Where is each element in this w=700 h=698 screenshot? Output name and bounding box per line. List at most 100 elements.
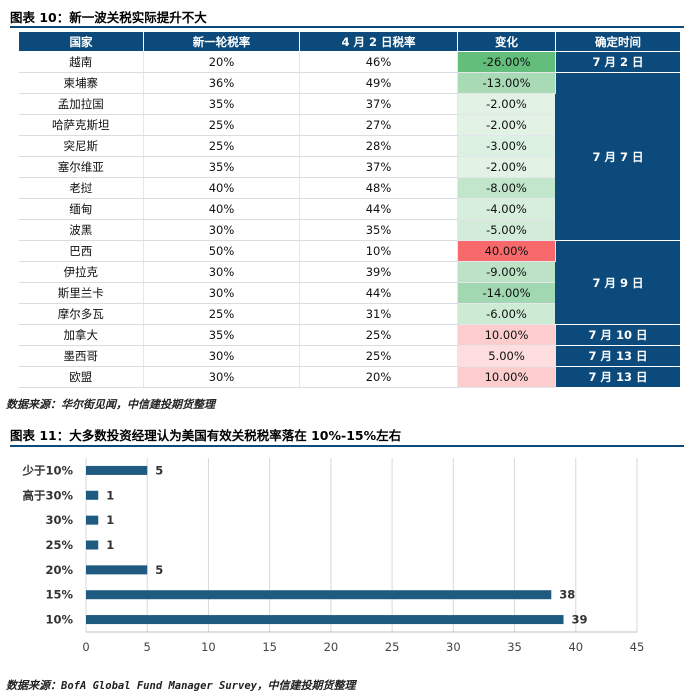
- country-cell: 塞尔维亚: [18, 156, 144, 178]
- bar: [86, 540, 99, 550]
- country-cell: 老挝: [18, 177, 144, 199]
- category-label: 20%: [45, 563, 73, 577]
- apr2-rate-cell: 37%: [299, 93, 458, 115]
- table-row: 波黑 30% 35% -5.00%: [18, 219, 681, 241]
- change-cell: -4.00%: [457, 198, 556, 220]
- change-cell: 10.00%: [457, 324, 556, 346]
- change-cell: -2.00%: [457, 114, 556, 136]
- x-tick-label: 15: [262, 640, 277, 654]
- x-tick-label: 35: [507, 640, 522, 654]
- figure10-source: 数据来源：华尔街见闻，中信建投期货整理: [6, 398, 215, 411]
- bar: [86, 490, 99, 500]
- bar: [86, 615, 564, 625]
- new-rate-cell: 36%: [143, 72, 300, 94]
- data-label: 38: [559, 588, 575, 602]
- column-header-country: 国家: [18, 31, 144, 52]
- data-label: 39: [572, 613, 588, 627]
- new-rate-cell: 40%: [143, 177, 300, 199]
- new-rate-cell: 35%: [143, 93, 300, 115]
- figure10-title: 图表 10：新一波关税实际提升不大: [10, 10, 207, 25]
- data-label: 5: [155, 463, 163, 477]
- change-cell: 40.00%: [457, 240, 556, 262]
- figure11-source-suffix: 中信建投期货整理: [267, 679, 356, 692]
- change-cell: -14.00%: [457, 282, 556, 304]
- new-rate-cell: 30%: [143, 345, 300, 367]
- tariff-table: 国家 新一轮税率 4 月 2 日税率 变化 确定时间 越南 20% 46% -26.0…: [18, 31, 681, 388]
- change-cell: 5.00%: [457, 345, 556, 367]
- category-label: 少于10%: [21, 463, 73, 477]
- column-header-change: 变化: [457, 31, 556, 52]
- apr2-rate-cell: 10%: [299, 240, 458, 262]
- x-tick-label: 10: [201, 640, 216, 654]
- bar: [86, 590, 552, 600]
- new-rate-cell: 30%: [143, 282, 300, 304]
- country-cell: 欧盟: [18, 366, 144, 388]
- country-cell: 巴西: [18, 240, 144, 262]
- data-label: 1: [106, 488, 114, 502]
- apr2-rate-cell: 39%: [299, 261, 458, 283]
- figure11-source: 数据来源：BofA Global Fund Manager Survey，中信建…: [6, 677, 355, 693]
- data-label: 1: [106, 513, 114, 527]
- country-cell: 波黑: [18, 219, 144, 241]
- data-label: 5: [155, 563, 163, 577]
- column-header-new-rate: 新一轮税率: [143, 31, 300, 52]
- new-rate-cell: 30%: [143, 219, 300, 241]
- apr2-rate-cell: 28%: [299, 135, 458, 157]
- category-label: 高于30%: [22, 488, 73, 502]
- table-row: 欧盟 30% 20% 10.00% 7 月 13 日: [18, 366, 681, 388]
- country-cell: 加拿大: [18, 324, 144, 346]
- table-row: 越南 20% 46% -26.00% 7 月 2 日: [18, 51, 681, 73]
- new-rate-cell: 30%: [143, 261, 300, 283]
- apr2-rate-cell: 20%: [299, 366, 458, 388]
- date-group-cell: 7 月 13 日: [555, 345, 681, 367]
- country-cell: 斯里兰卡: [18, 282, 144, 304]
- new-rate-cell: 35%: [143, 324, 300, 346]
- table-row: 斯里兰卡 30% 44% -14.00%: [18, 282, 681, 304]
- apr2-rate-cell: 35%: [299, 219, 458, 241]
- table-row: 哈萨克斯坦 25% 27% -2.00%: [18, 114, 681, 136]
- change-cell: -2.00%: [457, 156, 556, 178]
- bar: [86, 465, 148, 475]
- change-cell: 10.00%: [457, 366, 556, 388]
- apr2-rate-cell: 44%: [299, 282, 458, 304]
- country-cell: 哈萨克斯坦: [18, 114, 144, 136]
- date-group-cell: 7 月 2 日: [555, 51, 681, 73]
- table-row: 巴西 50% 10% 40.00% 7 月 9 日: [18, 240, 681, 325]
- figure11-source-survey: BofA Global Fund Manager Survey，: [61, 680, 268, 692]
- category-label: 15%: [45, 588, 73, 602]
- table-row: 缅甸 40% 44% -4.00%: [18, 198, 681, 220]
- figure10-title-rule: [10, 26, 684, 28]
- change-cell: -13.00%: [457, 72, 556, 94]
- date-group-cell: 7 月 13 日: [555, 366, 681, 388]
- data-label: 1: [106, 538, 114, 552]
- new-rate-cell: 25%: [143, 303, 300, 325]
- country-cell: 伊拉克: [18, 261, 144, 283]
- apr2-rate-cell: 46%: [299, 51, 458, 73]
- new-rate-cell: 40%: [143, 198, 300, 220]
- country-cell: 摩尔多瓦: [18, 303, 144, 325]
- bar: [86, 515, 99, 525]
- new-rate-cell: 25%: [143, 114, 300, 136]
- country-cell: 缅甸: [18, 198, 144, 220]
- change-cell: -8.00%: [457, 177, 556, 199]
- x-tick-label: 40: [568, 640, 583, 654]
- table-row: 突尼斯 25% 28% -3.00%: [18, 135, 681, 157]
- apr2-rate-cell: 49%: [299, 72, 458, 94]
- apr2-rate-cell: 31%: [299, 303, 458, 325]
- apr2-rate-cell: 25%: [299, 324, 458, 346]
- date-group-cell: 7 月 9 日: [555, 240, 681, 325]
- table-row: 孟加拉国 35% 37% -2.00%: [18, 93, 681, 115]
- table-row: 伊拉克 30% 39% -9.00%: [18, 261, 681, 283]
- x-tick-label: 30: [446, 640, 461, 654]
- apr2-rate-cell: 48%: [299, 177, 458, 199]
- bar: [86, 565, 148, 575]
- change-cell: -5.00%: [457, 219, 556, 241]
- figure11-source-prefix: 数据来源：: [6, 679, 61, 692]
- country-cell: 墨西哥: [18, 345, 144, 367]
- x-tick-label: 45: [630, 640, 645, 654]
- figure11-title-rule: [10, 445, 684, 447]
- new-rate-cell: 35%: [143, 156, 300, 178]
- new-rate-cell: 20%: [143, 51, 300, 73]
- table-row: 加拿大 35% 25% 10.00% 7 月 10 日: [18, 324, 681, 346]
- table-row: 柬埔寨 36% 49% -13.00% 7 月 7 日: [18, 72, 681, 241]
